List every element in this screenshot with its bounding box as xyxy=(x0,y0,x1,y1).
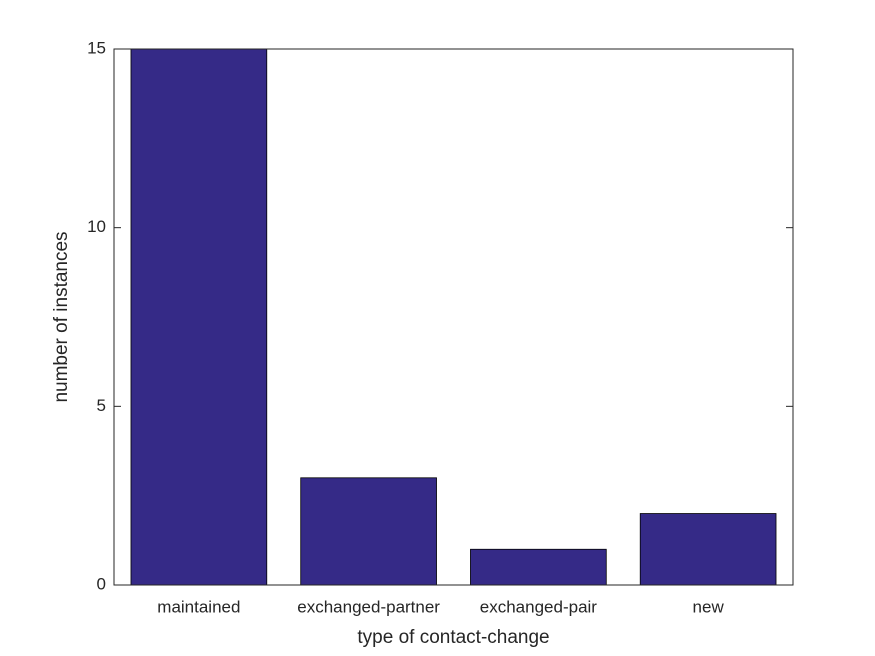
x-tick-label: maintained xyxy=(157,597,240,616)
x-axis-label: type of contact-change xyxy=(357,627,549,648)
y-tick-label: 10 xyxy=(87,217,106,236)
x-tick-label: exchanged-partner xyxy=(297,597,440,616)
bar xyxy=(470,548,607,586)
y-axis-label: number of instances xyxy=(51,231,72,402)
y-tick-label: 15 xyxy=(87,38,106,57)
bar xyxy=(300,477,437,586)
bar xyxy=(639,513,777,586)
plot-frame xyxy=(113,48,794,586)
y-tick-label: 0 xyxy=(97,574,106,593)
bar xyxy=(130,48,268,586)
y-tick-label: 5 xyxy=(97,396,106,415)
x-tick-label: new xyxy=(693,597,725,616)
x-tick-label: exchanged-pair xyxy=(480,597,598,616)
